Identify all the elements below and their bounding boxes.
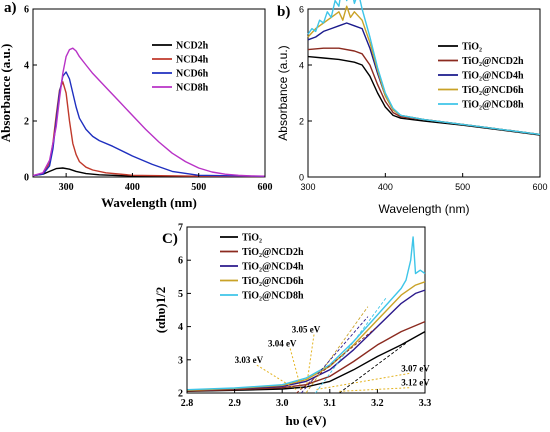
legend-label-b-2: TiO₂@NCD4h xyxy=(462,71,524,82)
legend-label-b-1: TiO₂@NCD2h xyxy=(462,56,524,67)
x-tick-label-c-2: 3.0 xyxy=(276,398,289,409)
x-tick-label-c-4: 3.2 xyxy=(371,398,384,409)
x-tick-label-a-1: 400 xyxy=(125,182,140,193)
series-line-c-4 xyxy=(186,236,426,391)
annotation-label-2: 3.03 eV xyxy=(235,355,264,365)
series-line-c-3 xyxy=(186,281,426,391)
y-tick-label-c-4: 6 xyxy=(178,256,183,267)
y-axis-title-c: (αhυ)1/2 xyxy=(153,287,168,334)
x-tick-label-c-5: 3.3 xyxy=(419,398,432,409)
y-tick-label-b-0: 0 xyxy=(299,173,304,183)
x-tick-label-b-3: 600 xyxy=(532,182,547,192)
series-line-c-0 xyxy=(186,330,426,392)
tangent-line-4 xyxy=(339,342,407,394)
annotation-arrow-1 xyxy=(289,348,302,390)
annotation-arrow-4 xyxy=(339,387,410,392)
panel-label-a: a) xyxy=(4,0,17,16)
y-tick-label-c-1: 3 xyxy=(178,355,183,366)
y-tick-label-a-1: 2 xyxy=(24,117,29,128)
series-line-a-0 xyxy=(32,167,265,178)
legend-label-a-2: NCD6h xyxy=(176,69,209,80)
plot-frame-a xyxy=(32,8,266,178)
x-axis-title-b: Wavelength (nm) xyxy=(379,202,470,216)
x-tick-label-b-1: 400 xyxy=(378,182,393,192)
tangent-line-3 xyxy=(315,296,388,394)
x-tick-label-a-2: 500 xyxy=(191,182,206,193)
x-tick-label-a-3: 600 xyxy=(258,182,273,193)
y-tick-label-a-0: 0 xyxy=(24,173,29,184)
series-line-b-4 xyxy=(307,0,541,136)
x-tick-label-a-0: 300 xyxy=(59,182,74,193)
tangent-line-2 xyxy=(296,326,378,394)
panel-label-c: C) xyxy=(162,231,178,247)
x-axis-title-c: hυ (eV) xyxy=(285,413,326,428)
x-tick-label-b-0: 300 xyxy=(300,182,315,192)
x-tick-label-c-0: 2.8 xyxy=(181,398,194,409)
y-tick-label-b-2: 4 xyxy=(299,61,304,71)
series-line-a-1 xyxy=(32,81,266,178)
y-tick-label-b-3: 6 xyxy=(299,5,304,15)
y-tick-label-a-2: 4 xyxy=(24,61,29,72)
legend-label-a-0: NCD2h xyxy=(176,41,209,52)
panel-b: 300 400 500 600 0 2 4 6 Wavelength (nm) Absorbanc… xyxy=(276,0,548,216)
legend-label-b-4: TiO₂@NCD8h xyxy=(462,100,524,111)
annotation-label-1: 3.04 eV xyxy=(268,339,297,349)
legend-label-c-4: TiO₂@NCD8h xyxy=(242,291,304,302)
x-tick-label-b-2: 500 xyxy=(455,182,470,192)
annotation-label-0: 3.05 eV xyxy=(292,325,321,335)
legend-label-c-3: TiO₂@NCD6h xyxy=(242,276,304,287)
panel-a: 300 400 500 600 0 2 4 6 Wavelength (nm) Absorbanc… xyxy=(0,0,273,210)
tangent-line-0 xyxy=(305,306,369,394)
y-axis-title-a: Absorbance (a.u.) xyxy=(0,44,13,143)
legend-label-a-1: NCD4h xyxy=(176,55,209,66)
legend-label-b-0: TiO₂ xyxy=(462,42,482,53)
panel-c: 2.8 2.9 3.0 3.1 3.2 3.3 2 3 4 5 6 7 hυ (eV) (αhυ)1/2 C… xyxy=(153,223,431,429)
y-tick-label-c-5: 7 xyxy=(178,223,183,234)
annotation-label-3: 3.07 eV xyxy=(401,363,430,373)
legend-label-c-0: TiO₂ xyxy=(242,233,262,244)
y-axis-title-b: Absorbance (a.u.) xyxy=(276,45,290,140)
series-line-b-0 xyxy=(307,55,541,136)
y-tick-label-c-3: 5 xyxy=(178,289,183,300)
annotation-arrow-0 xyxy=(305,334,315,390)
series-line-c-1 xyxy=(186,320,426,392)
panel-label-b: b) xyxy=(277,4,290,20)
y-tick-label-c-2: 4 xyxy=(178,322,183,333)
legend-label-c-1: TiO₂@NCD2h xyxy=(242,247,304,258)
x-axis-title-a: Wavelength (nm) xyxy=(101,195,197,210)
y-tick-label-a-3: 6 xyxy=(24,5,29,16)
series-line-a-2 xyxy=(32,71,266,178)
legend-label-c-2: TiO₂@NCD4h xyxy=(242,262,304,273)
series-line-a-3 xyxy=(32,47,266,177)
x-tick-label-c-3: 3.1 xyxy=(324,398,337,409)
legend-label-a-3: NCD8h xyxy=(176,83,209,94)
series-line-c-2 xyxy=(186,289,426,391)
plot-frame-b xyxy=(307,8,541,178)
annotation-label-4: 3.12 eV xyxy=(401,378,430,388)
y-tick-label-b-1: 2 xyxy=(299,117,304,127)
y-tick-label-c-0: 2 xyxy=(178,389,183,400)
x-tick-label-c-1: 2.9 xyxy=(228,398,241,409)
legend-label-b-3: TiO₂@NCD6h xyxy=(462,85,524,96)
